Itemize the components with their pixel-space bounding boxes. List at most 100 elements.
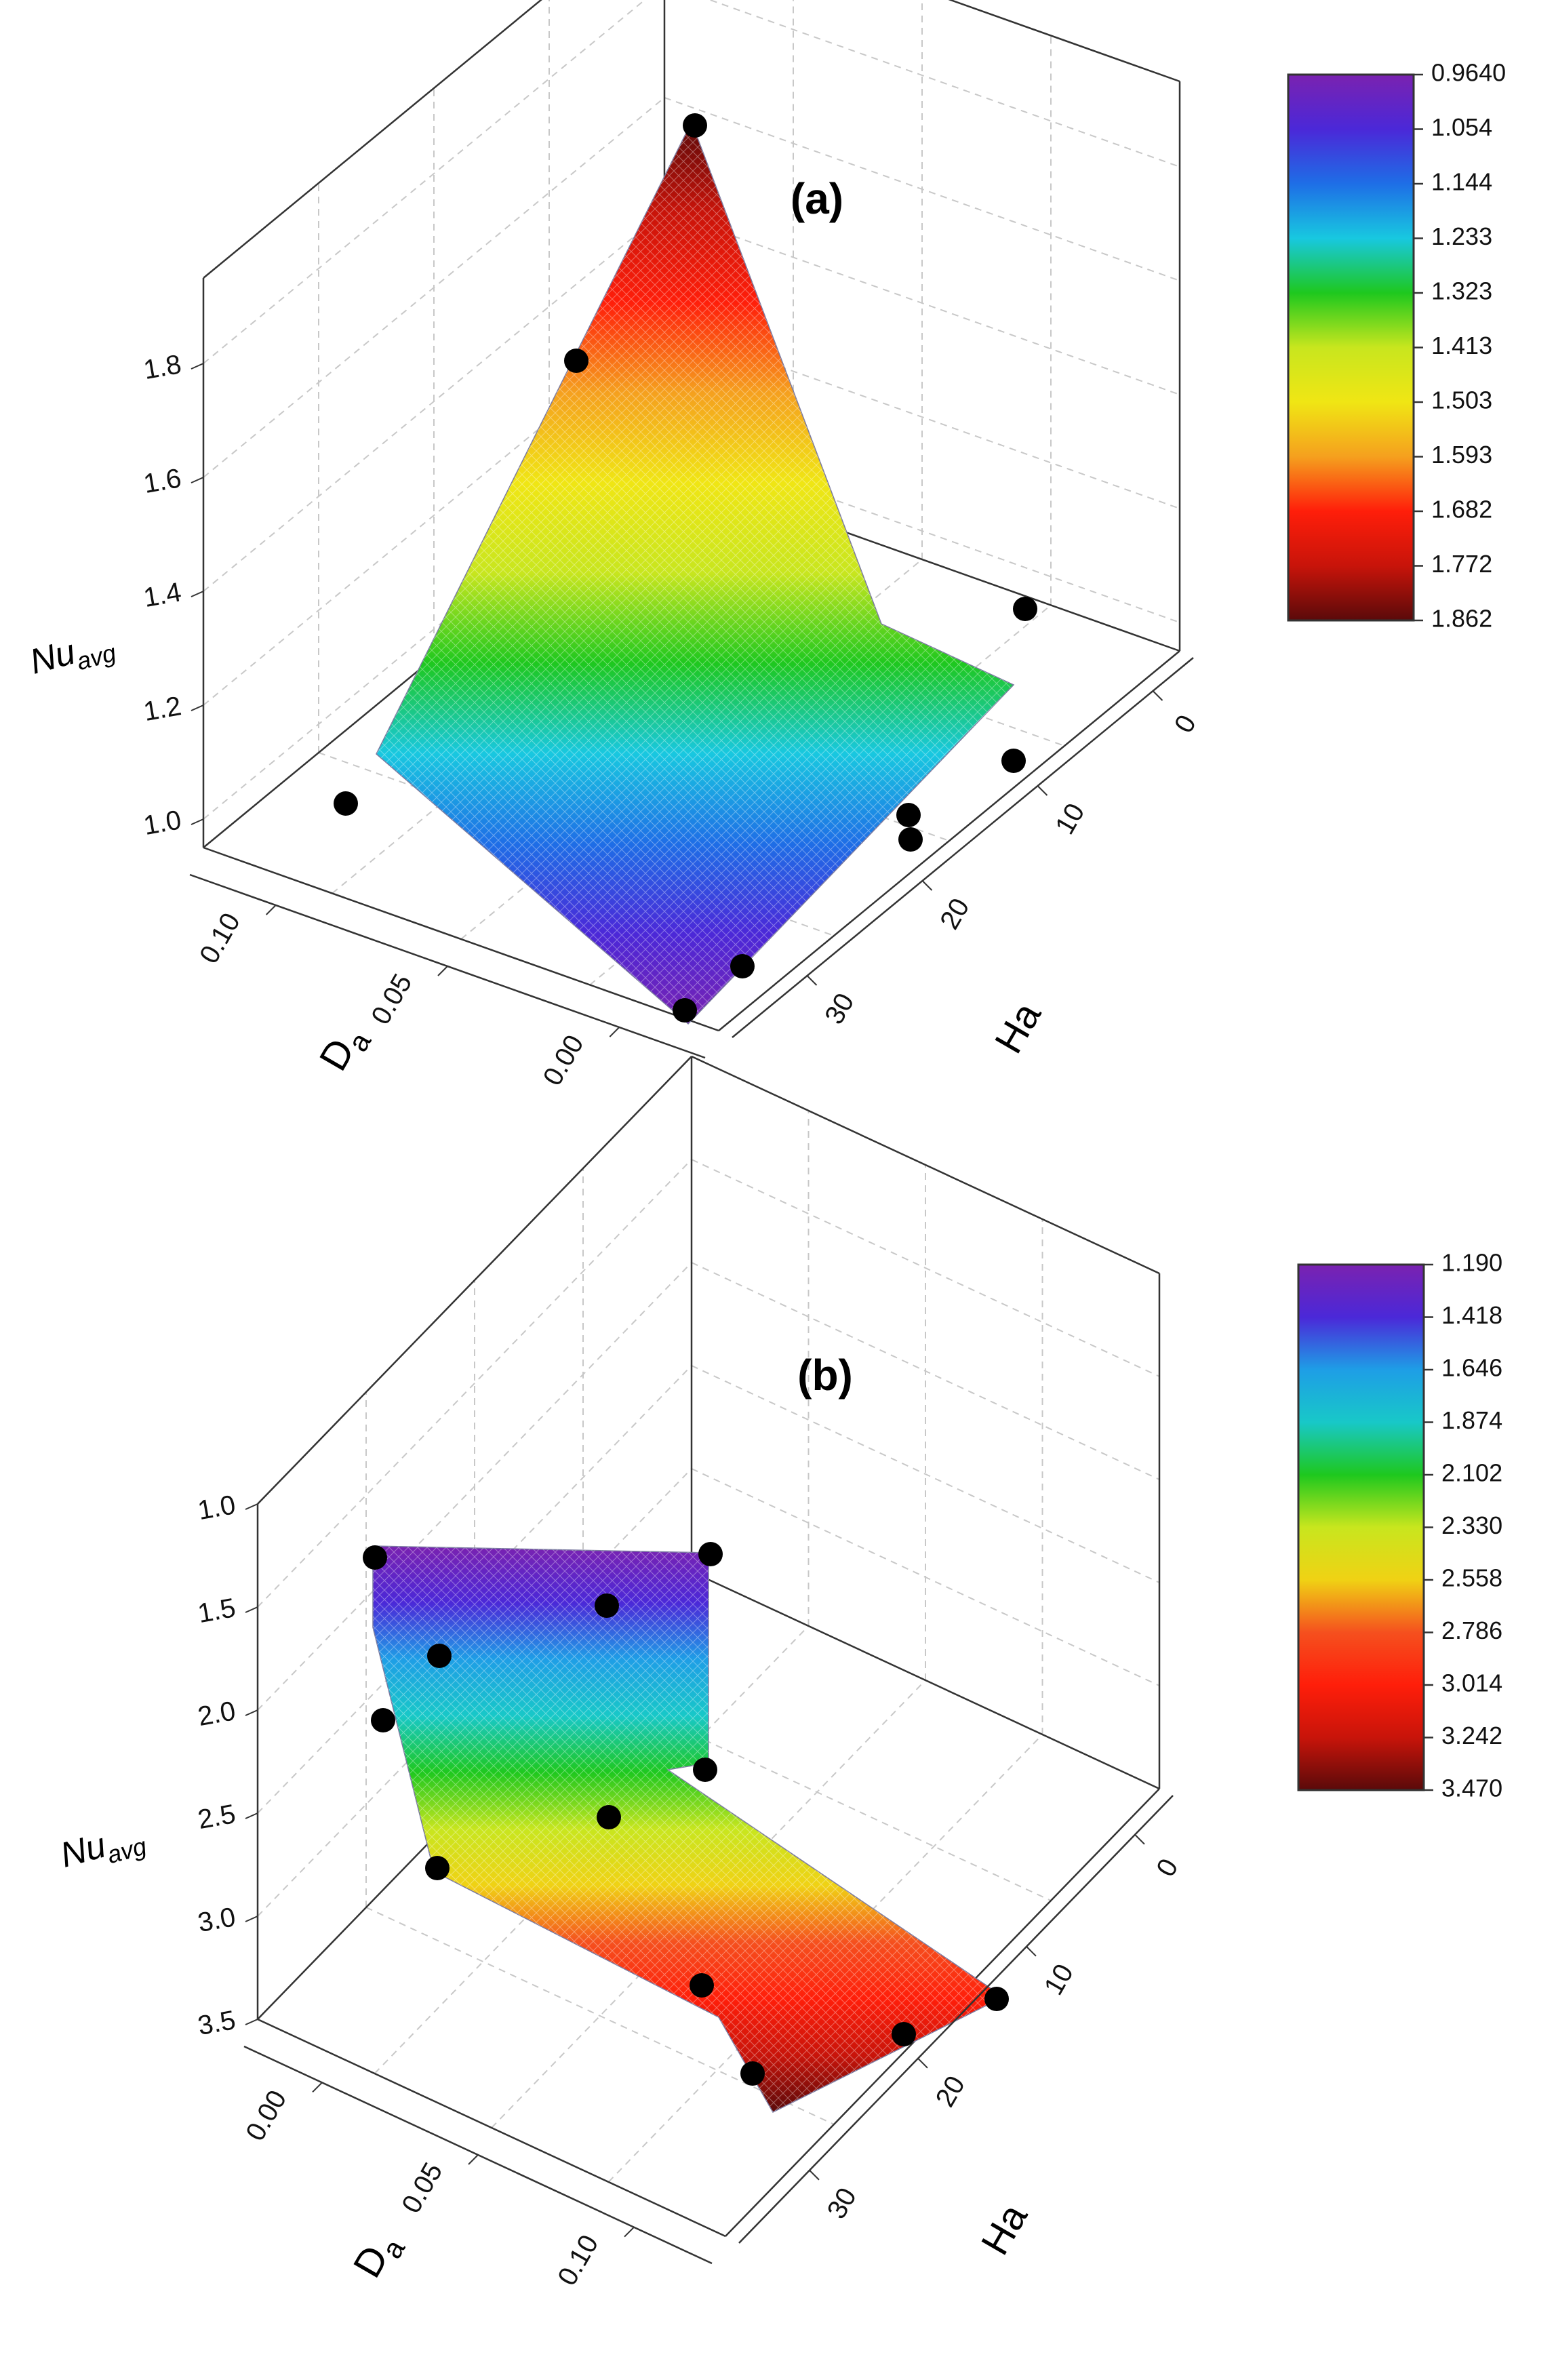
data-point	[740, 2061, 765, 2086]
ha-tick-label: 10	[1039, 1959, 1079, 2000]
colorbar-label: 3.014	[1441, 1669, 1502, 1697]
ha-tick	[917, 2058, 928, 2069]
colorbar-label: 1.503	[1431, 386, 1492, 414]
data-point	[597, 1805, 621, 1829]
colorbar-label: 1.413	[1431, 332, 1492, 359]
z-axis-title: Nuavg	[56, 1815, 149, 1880]
colorbar-label: 1.190	[1441, 1249, 1502, 1277]
data-point	[371, 1708, 395, 1732]
da-tick	[609, 1027, 620, 1037]
grid-line	[664, 97, 1180, 281]
colorbar-label: 2.102	[1441, 1459, 1502, 1487]
colorbar-label: 1.054	[1431, 113, 1492, 141]
z-axis-title: Nuavg	[26, 622, 119, 687]
colorbar	[1287, 73, 1415, 622]
da-tick-label: 0.05	[365, 969, 418, 1029]
grid-line	[257, 1159, 692, 1608]
z-tick	[191, 818, 204, 825]
grid-line	[691, 1159, 1160, 1377]
ha-tick-label: 20	[930, 2071, 971, 2112]
z-tick	[245, 1916, 258, 1922]
surface-mesh	[376, 122, 1014, 1024]
da-tick	[468, 2154, 479, 2165]
data-point	[1013, 597, 1037, 621]
data-point	[564, 349, 589, 373]
da-tick	[265, 905, 277, 915]
chart-panel-a: 1.0 1.2 1.4 1.6 1.8 0.10 0.05 0.00 0 10 20 30 Nuavg D…	[26, 0, 1506, 1090]
ha-tick	[1037, 785, 1048, 796]
grid-line	[203, 325, 665, 706]
z-tick-label: 1.2	[141, 691, 183, 727]
data-point	[984, 1987, 1009, 2011]
z-tick	[191, 591, 204, 597]
colorbar-label: 2.330	[1441, 1511, 1502, 1539]
colorbar-label: 2.558	[1441, 1564, 1502, 1592]
z-tick	[245, 2019, 258, 2025]
ha-axis-line	[738, 1795, 1174, 2244]
z-tick-label: 3.5	[195, 2005, 237, 2041]
grid-line	[203, 0, 646, 364]
y-axis-title: Ha	[973, 2196, 1037, 2262]
z-tick	[191, 705, 204, 711]
z-tick-label: 1.6	[141, 463, 183, 499]
grid-line	[691, 1262, 1160, 1480]
da-tick-label: 0.10	[552, 2230, 604, 2290]
z-tick	[245, 1812, 258, 1819]
box-edge	[257, 2018, 726, 2238]
data-point	[693, 1758, 717, 1782]
chart-panel-b: 1.0 1.5 2.0 2.5 3.0 3.5 0.00 0.05 0.10 0 10 20 30 Nua…	[56, 1055, 1502, 2290]
ha-tick-label: 10	[1050, 799, 1090, 840]
ha-tick-label: 30	[822, 2183, 862, 2224]
grid-line	[708, 0, 1180, 167]
ha-tick-label: 30	[819, 989, 860, 1030]
data-point	[698, 1542, 723, 1566]
z-tick	[191, 477, 204, 483]
ha-axis-line	[732, 657, 1194, 1038]
grid-line	[203, 211, 665, 592]
ha-tick	[1134, 1834, 1145, 1845]
x-axis-title: Da	[345, 2224, 412, 2288]
colorbar-label: 1.646	[1441, 1354, 1502, 1382]
box-edge	[691, 1055, 1160, 1275]
z-tick-label: 1.5	[195, 1593, 237, 1629]
data-point	[427, 1644, 452, 1668]
colorbar-label: 1.144	[1431, 168, 1492, 196]
grid-line	[203, 97, 665, 478]
box-edge	[203, 846, 719, 1032]
box-edge	[691, 1570, 1160, 1790]
z-tick-label: 2.5	[195, 1799, 237, 1835]
da-tick	[437, 966, 448, 976]
ha-tick	[921, 880, 933, 891]
data-point	[334, 791, 358, 816]
box-edge	[718, 650, 1180, 1031]
colorbar-label: 1.874	[1441, 1406, 1502, 1434]
data-point	[898, 827, 923, 852]
z-tick	[245, 1503, 258, 1510]
grid-line	[365, 1907, 835, 2125]
data-point	[595, 1593, 619, 1618]
colorbar-label: 2.786	[1441, 1617, 1502, 1644]
colorbar-label: 1.593	[1431, 441, 1492, 469]
da-tick	[624, 2226, 635, 2238]
ha-tick	[1152, 690, 1163, 701]
grid-line	[691, 1468, 1160, 1686]
z-tick-label: 1.8	[141, 349, 183, 385]
colorbar-label: 3.242	[1441, 1722, 1502, 1749]
ha-tick	[1026, 1946, 1037, 1957]
colorbar-label: 1.233	[1431, 222, 1492, 250]
box-edge	[257, 1056, 692, 1505]
z-tick-label: 1.0	[141, 805, 183, 841]
data-point	[363, 1545, 387, 1570]
da-tick-label: 0.10	[194, 908, 246, 968]
z-tick	[245, 1709, 258, 1716]
box-edge	[948, 0, 1180, 83]
data-point	[1001, 749, 1026, 773]
z-tick	[191, 363, 204, 370]
x-axis-title: Da	[311, 1017, 378, 1082]
da-tick	[312, 2082, 323, 2093]
data-point	[683, 113, 707, 138]
data-point	[673, 998, 697, 1023]
z-tick	[245, 1606, 258, 1613]
data-point	[730, 954, 755, 978]
z-tick-label: 1.0	[195, 1490, 237, 1526]
